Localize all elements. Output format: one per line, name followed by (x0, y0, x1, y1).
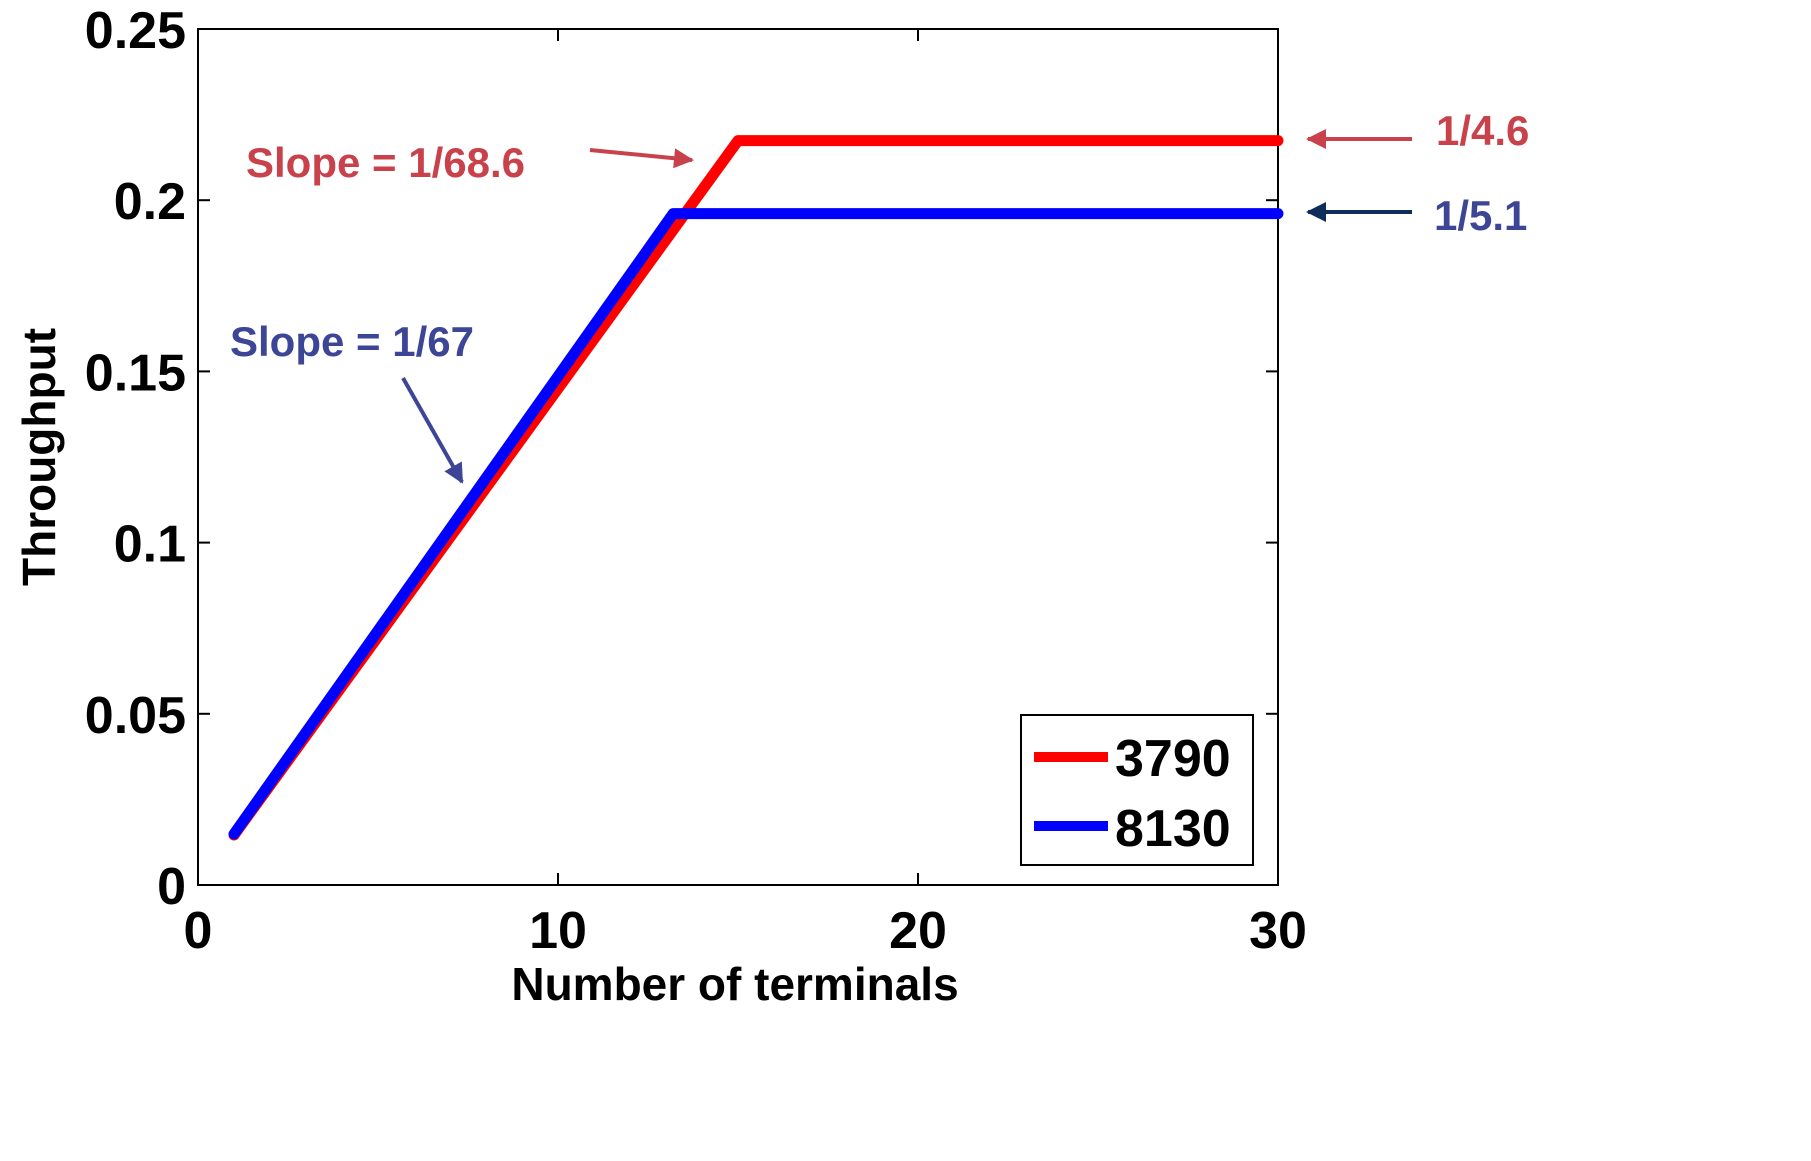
x-axis-title: Number of terminals (511, 958, 958, 1010)
x-tick-label: 0 (184, 902, 213, 960)
legend: 3790 8130 (1020, 714, 1254, 866)
annotation-slope-red: Slope = 1/68.6 (246, 139, 525, 186)
legend-label-3790: 3790 (1115, 730, 1231, 788)
y-tick-label: 0 (157, 858, 186, 916)
annotation-arrow-slope-blue (401, 377, 464, 484)
y-tick-label: 0.15 (85, 344, 186, 402)
series-line-8130 (228, 208, 1284, 840)
axis-ticks: 0 10 20 30 0 0.05 0.1 0.15 0.2 0.25 (85, 2, 1307, 960)
y-tick-label: 0.05 (85, 687, 186, 745)
y-axis-title: Throughput (13, 328, 65, 586)
y-tick-label: 0.2 (114, 173, 186, 231)
annotation-slope-blue: Slope = 1/67 (230, 318, 474, 365)
annotation-arrow-slope-red (589, 148, 694, 169)
series-lines (228, 135, 1284, 841)
x-tick-label: 10 (529, 902, 587, 960)
annotation-level-red: 1/4.6 (1436, 107, 1529, 154)
y-tick-label: 0.25 (85, 2, 186, 60)
x-tick-label: 30 (1249, 902, 1307, 960)
annotation-level-blue: 1/5.1 (1434, 192, 1527, 239)
plot-frame (197, 28, 1279, 886)
x-tick-label: 20 (889, 902, 947, 960)
y-tick-label: 0.1 (114, 516, 186, 574)
legend-label-8130: 8130 (1115, 800, 1231, 858)
legend-box (1020, 714, 1254, 866)
